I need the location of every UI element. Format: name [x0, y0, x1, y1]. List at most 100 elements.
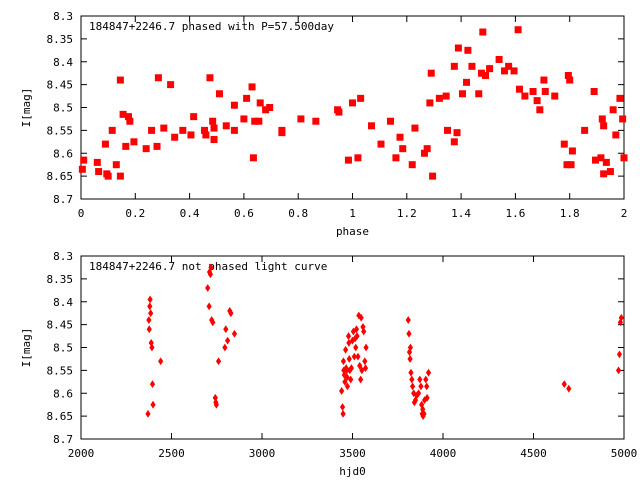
data-point	[454, 44, 462, 52]
data-point	[521, 92, 529, 100]
data-point	[101, 140, 109, 148]
data-point	[148, 309, 154, 318]
data-point	[357, 94, 365, 102]
data-point	[256, 99, 264, 107]
data-point	[190, 113, 198, 121]
data-point	[209, 117, 217, 125]
y-tick-label: 8.5	[53, 342, 73, 355]
data-point	[346, 355, 352, 363]
data-point	[130, 138, 138, 146]
data-point	[409, 375, 415, 384]
data-point	[450, 62, 458, 70]
data-point	[424, 393, 430, 402]
data-point	[142, 145, 150, 153]
data-point	[104, 172, 112, 180]
data-point	[349, 99, 356, 107]
data-point	[266, 104, 274, 111]
data-point	[540, 76, 548, 84]
data-point	[620, 154, 628, 162]
data-point	[147, 295, 153, 304]
data-point	[348, 364, 355, 372]
data-point	[510, 67, 518, 75]
data-point	[78, 165, 86, 173]
data-point	[363, 343, 369, 352]
data-point	[361, 327, 367, 336]
data-point	[158, 357, 164, 366]
x-tick-label: 0.2	[125, 207, 145, 220]
y-tick-label: 8.6	[53, 387, 73, 400]
y-tick-label: 8.3	[53, 250, 73, 263]
y-tick-label: 8.45	[47, 319, 74, 332]
data-point	[340, 357, 347, 366]
data-point	[210, 318, 216, 327]
data-point	[206, 302, 212, 311]
data-point	[568, 147, 576, 155]
data-point	[357, 361, 363, 370]
y-axis-title: I[mag]	[20, 328, 33, 368]
data-point	[153, 142, 161, 150]
data-point	[346, 339, 352, 347]
data-point	[208, 263, 214, 272]
data-point	[533, 97, 541, 105]
x-axis-title: phase	[336, 225, 369, 238]
data-point	[442, 92, 450, 100]
data-point	[479, 28, 487, 36]
data-point	[248, 83, 256, 91]
data-point	[354, 332, 360, 340]
data-point	[408, 368, 414, 377]
data-point	[561, 380, 567, 389]
data-point	[351, 352, 357, 361]
data-point	[358, 313, 364, 322]
data-point	[444, 126, 452, 134]
data-point	[566, 76, 574, 84]
data-point	[405, 316, 411, 324]
data-point	[112, 161, 120, 169]
data-point	[560, 140, 568, 148]
y-tick-label: 8.3	[53, 10, 73, 23]
data-point	[344, 373, 350, 382]
x-tick-label: 0	[78, 207, 85, 220]
data-point	[210, 136, 218, 144]
data-point	[339, 387, 345, 395]
data-point	[421, 409, 427, 418]
data-point	[215, 357, 222, 366]
data-point	[597, 154, 605, 162]
data-point	[231, 329, 238, 338]
data-point	[344, 156, 352, 164]
data-point	[167, 81, 175, 89]
y-tick-label: 8.65	[47, 170, 74, 183]
data-point	[609, 106, 617, 114]
data-point	[598, 115, 606, 123]
data-point	[612, 131, 620, 139]
data-point	[344, 382, 351, 391]
data-point	[468, 62, 476, 70]
data-point	[345, 332, 352, 340]
chart-title: 184847+2246.7 not phased light curve	[89, 260, 327, 273]
y-tick-label: 8.35	[47, 33, 74, 46]
data-point	[210, 124, 218, 132]
data-point	[154, 74, 162, 82]
data-point	[149, 380, 156, 389]
data-point	[501, 67, 509, 75]
data-point	[435, 94, 443, 102]
data-point	[348, 375, 354, 384]
data-point	[602, 158, 610, 166]
data-point	[377, 140, 385, 148]
data-point	[619, 115, 627, 123]
data-point	[482, 71, 490, 79]
data-point	[80, 156, 88, 164]
data-point	[392, 154, 400, 162]
data-point	[529, 87, 537, 95]
data-point	[354, 154, 362, 162]
y-tick-label: 8.6	[53, 147, 73, 160]
data-point	[536, 106, 544, 114]
data-point	[606, 168, 614, 176]
data-point	[505, 62, 513, 70]
data-point	[353, 325, 360, 334]
data-point	[147, 302, 153, 311]
data-point	[230, 126, 238, 134]
data-point	[228, 309, 234, 318]
data-point	[406, 329, 412, 338]
data-point	[411, 124, 419, 132]
data-point	[122, 142, 130, 150]
